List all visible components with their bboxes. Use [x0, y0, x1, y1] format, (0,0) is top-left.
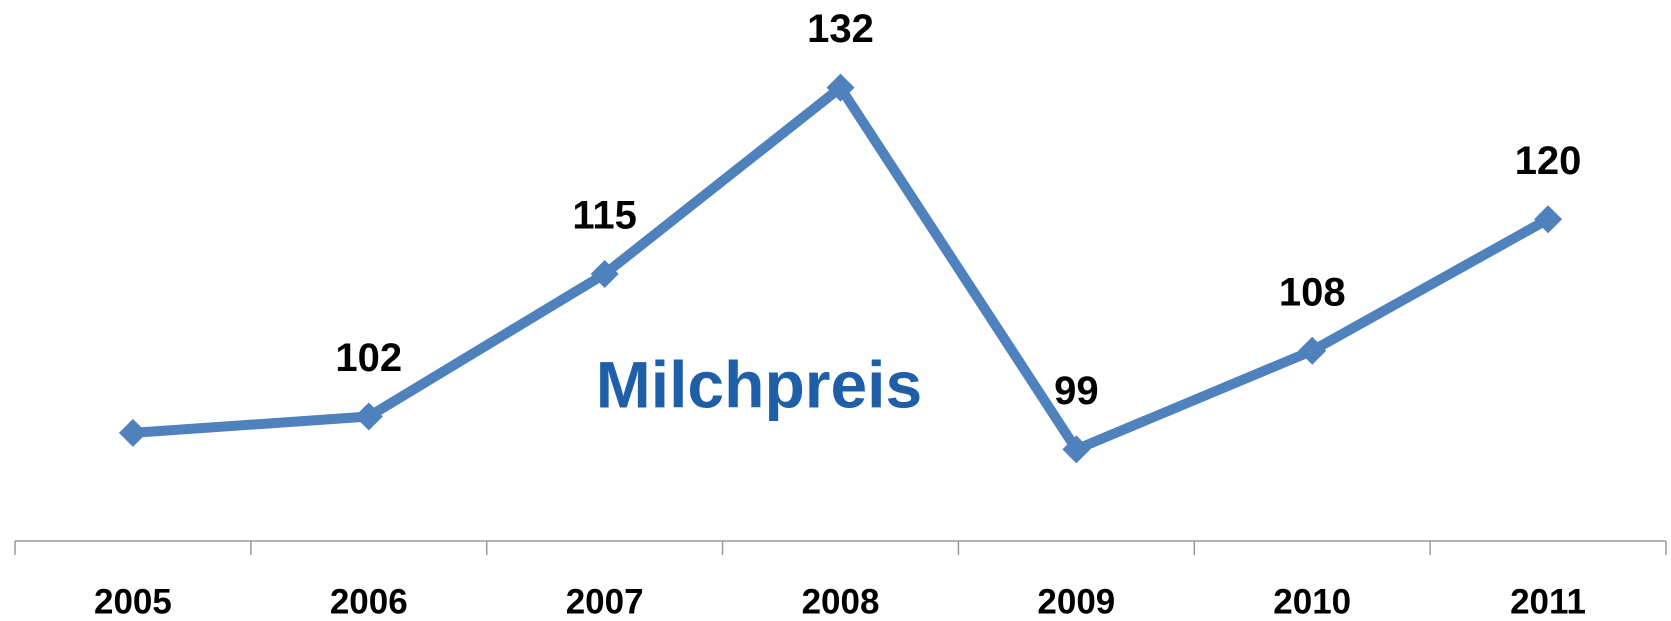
data-label: 108	[1279, 270, 1346, 314]
marker	[826, 73, 855, 102]
x-tick-label: 2009	[1037, 582, 1115, 621]
x-tick-label: 2005	[94, 582, 172, 621]
marker	[1062, 435, 1091, 464]
data-label: 132	[807, 7, 874, 51]
data-label: 115	[572, 194, 637, 238]
x-tick-label: 2010	[1273, 582, 1351, 621]
marker	[1298, 336, 1327, 365]
chart-title: Milchpreis	[596, 347, 922, 421]
x-tick-label: 2006	[330, 582, 408, 621]
marker	[118, 418, 147, 447]
marker	[354, 402, 383, 431]
x-tick-label: 2007	[566, 582, 644, 621]
marker	[1534, 205, 1563, 234]
data-label: 99	[1054, 369, 1099, 413]
x-tick-label: 2008	[802, 582, 880, 621]
data-label: 102	[335, 336, 402, 380]
data-label: 120	[1515, 139, 1582, 183]
marker	[590, 260, 619, 288]
x-tick-label: 2011	[1510, 582, 1586, 621]
